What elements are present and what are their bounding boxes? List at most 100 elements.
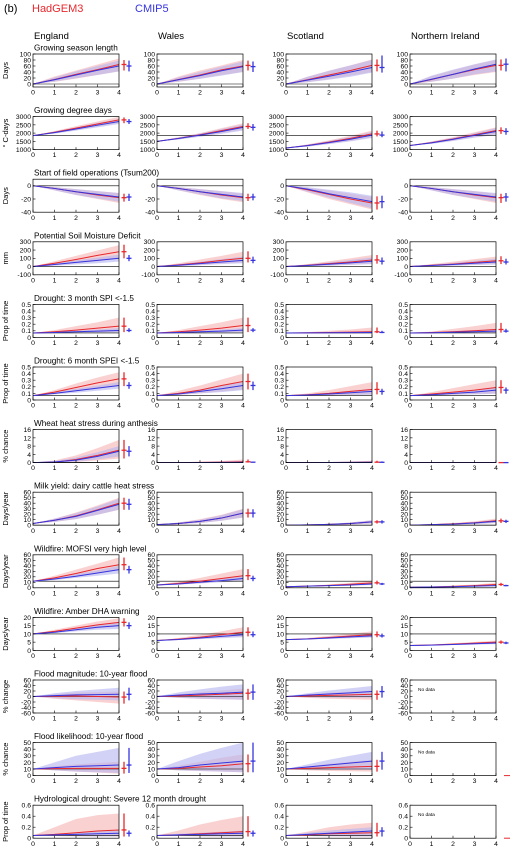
cmip5-range-band [410,387,496,396]
cmip5-median-line [410,63,496,85]
axes-frame [285,491,373,526]
y-tick-label: 10 [276,517,284,524]
y-tick-label: 50 [276,740,284,747]
axes-frame [409,804,497,839]
y-tick-label: 40 [147,501,155,508]
y-tick-label: -40 [145,705,155,712]
x-tick-label: 0 [155,152,159,159]
x-tick-label: 2 [451,716,455,723]
x-tick-label: 4 [241,465,245,472]
x-tick-label: 0 [31,528,35,535]
y-tick-label: -20 [21,196,31,203]
y-tick-label: 60 [23,552,31,559]
y-tick-label: 40 [276,563,284,570]
x-tick-label: 4 [117,403,121,410]
x-tick-label: 2 [451,215,455,222]
y-tick-label: 12 [23,435,31,442]
x-tick-label: 4 [370,465,374,472]
x-tick-label: 0 [155,277,159,284]
y-tick-label: 0.4 [275,371,285,378]
x-tick-label: 3 [96,590,100,597]
x-tick-label: 3 [96,778,100,785]
cmip5-range-band [157,684,243,700]
x-tick-label: 2 [327,528,331,535]
x-tick-label: 3 [220,841,224,848]
x-tick-label: 0 [31,653,35,660]
x-tick-label: 2 [327,215,331,222]
y-tick-label: 0 [151,397,155,404]
y-tick-label: 2500 [140,122,155,129]
chart-panel: 0 0.2 0.4 0.6 0 1 2 3 4 [22,803,132,848]
x-tick-label: 1 [430,465,434,472]
cmip5-range-band [157,328,243,333]
y-tick-label: 1500 [393,139,408,146]
x-tick-label: 0 [155,465,159,472]
y-tick-label: 60 [276,490,284,497]
chart-panel: 00.10.20.30.40.50 1 2 3 4 [146,302,256,347]
y-tick-label: 0 [280,523,284,530]
x-tick-label: 3 [473,215,477,222]
x-tick-label: 0 [31,716,35,723]
cmip5-median-line [157,577,243,586]
y-tick-label: 16 [276,427,284,434]
cmip5-median-line [286,134,372,149]
y-tick-label: 0.5 [22,302,32,309]
x-tick-label: 4 [117,215,121,222]
x-tick-label: 3 [349,465,353,472]
x-tick-label: 0 [155,90,159,97]
y-tick-label: 2000 [140,131,155,138]
y-tick-label: 40 [23,683,31,690]
x-tick-label: 0 [31,215,35,222]
x-tick-label: 1 [177,528,181,535]
y-tick-label: 10 [23,517,31,524]
y-tick-label: 50 [400,740,408,747]
axes-frame [285,429,373,463]
cmip5-median-line [286,691,372,697]
y-tick-label: 0 [27,335,31,342]
y-tick-label: 10 [276,580,284,587]
x-tick-label: 1 [177,653,181,660]
y-tick-label: 15 [276,623,284,630]
y-tick-label: -20 [21,699,31,706]
no-data-label: No data [418,687,435,693]
cmip5-range-band [33,747,119,773]
y-tick-label: 0.4 [146,308,156,315]
y-tick-label: 0 [27,81,31,88]
y-tick-label: 0.2 [146,384,156,391]
y-tick-label: 100 [20,51,32,58]
x-tick-label: 2 [451,277,455,284]
y-tick-label: 0.2 [275,322,285,329]
y-tick-label: 12 [147,435,155,442]
y-tick-label: 40 [400,69,408,76]
cmip5-median-line [157,384,243,397]
y-tick-label: 20 [400,615,408,622]
hadgem3-median-line [33,564,119,582]
cmip5-range-band [410,258,496,267]
x-tick-label: 3 [96,528,100,535]
x-tick-label: 3 [349,590,353,597]
x-tick-label: 4 [494,403,498,410]
x-tick-label: 2 [198,653,202,660]
y-tick-label: 3000 [140,114,155,121]
x-tick-label: 4 [370,653,374,660]
x-tick-label: 4 [241,152,245,159]
x-tick-label: 2 [74,465,78,472]
y-axis-label: Prop of time [1,301,10,341]
y-tick-label: 0 [27,264,31,271]
y-tick-label: 20 [23,75,31,82]
x-tick-label: 1 [53,653,57,660]
chart-panel: 00.10.20.30.40.50 1 2 3 4 [22,302,132,347]
cmip5-range-band [33,565,119,582]
x-tick-label: 3 [473,716,477,723]
x-tick-label: 3 [473,528,477,535]
x-tick-label: 0 [408,152,412,159]
